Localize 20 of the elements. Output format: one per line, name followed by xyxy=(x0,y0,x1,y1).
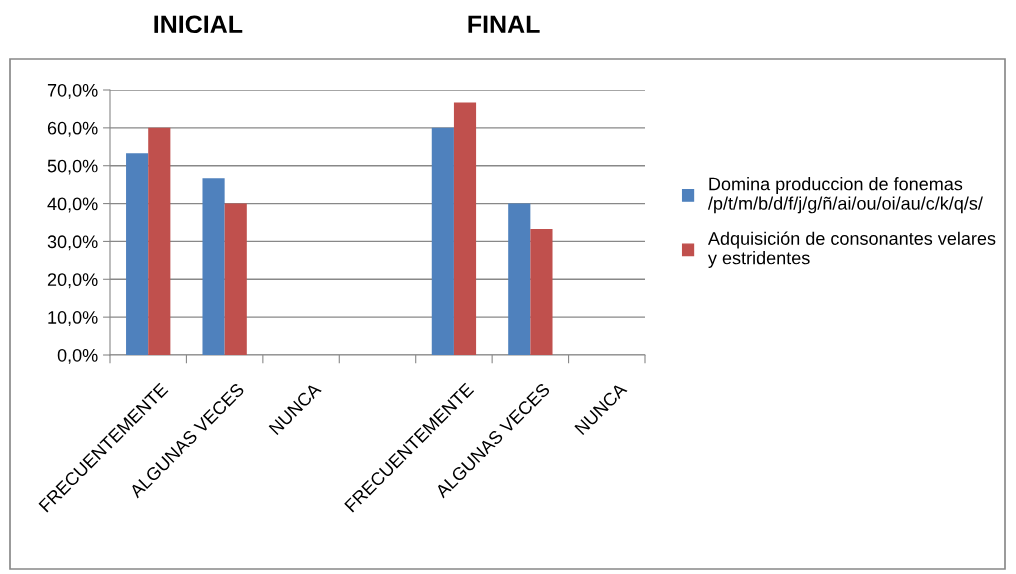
legend-label: Domina produccion de fonemas /p/t/m/b/d/f/j/g/ñ/ai/ou/oi/au/c/k/q/s/ xyxy=(707,177,983,214)
bar xyxy=(148,127,171,355)
bar xyxy=(126,153,149,355)
bar xyxy=(453,102,477,355)
y-tick-label: 40,0% xyxy=(47,197,98,213)
bar xyxy=(431,127,454,355)
text: INICIAL xyxy=(154,15,243,34)
y-tick-label: 10,0% xyxy=(48,311,98,326)
y-tick-label: 50,0% xyxy=(47,159,98,175)
bar xyxy=(224,203,247,355)
y-tick-label: 20,0% xyxy=(47,273,98,289)
y-tick-label: 0,0% xyxy=(57,348,98,364)
bar xyxy=(202,178,225,355)
legend-label: Adquisición de consonantes velares y estridentes xyxy=(707,231,996,268)
y-tick-label: 30,0% xyxy=(47,235,98,251)
bar xyxy=(508,203,531,355)
bar xyxy=(530,228,553,355)
text: FINAL xyxy=(468,15,540,33)
y-tick-label: 60,0% xyxy=(47,121,98,137)
y-tick-label: 70,0% xyxy=(47,83,98,99)
